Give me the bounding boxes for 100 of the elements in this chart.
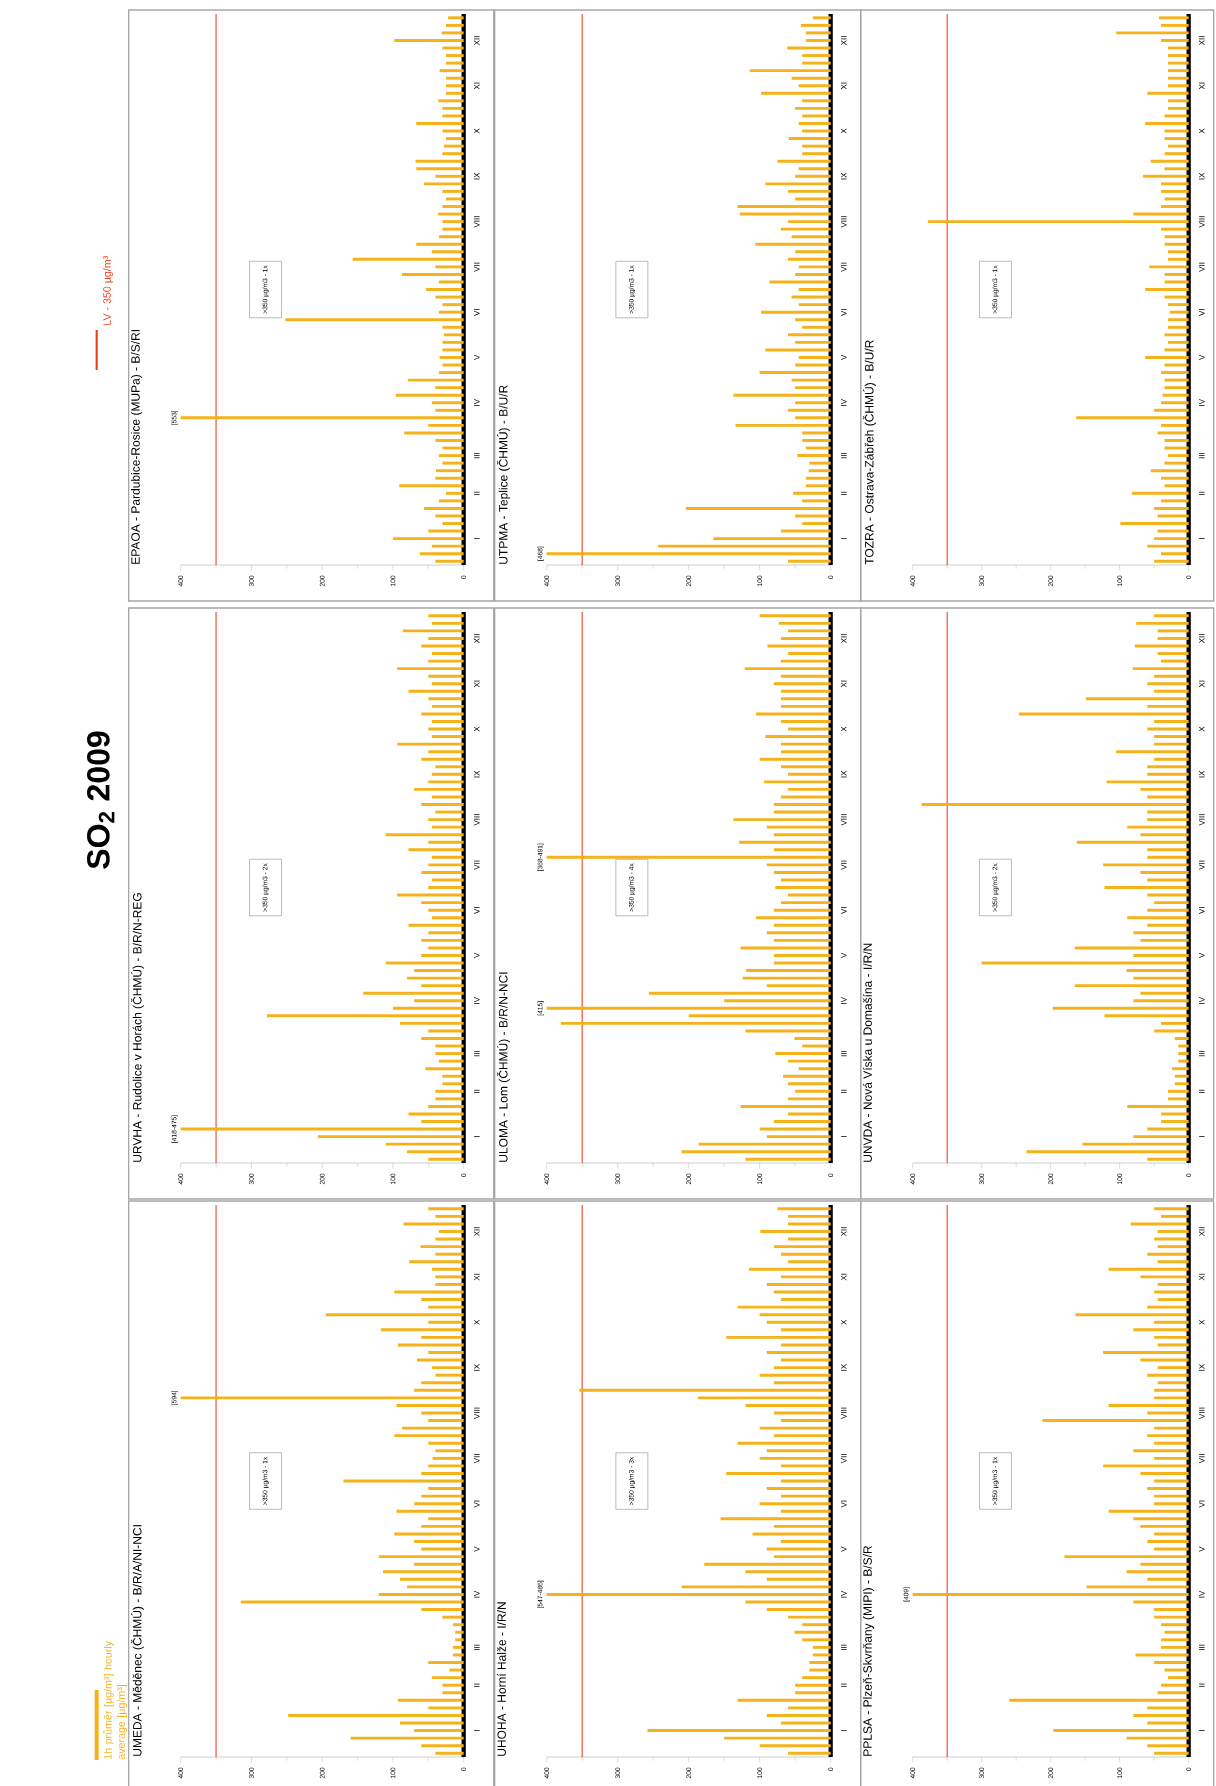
bar [781,674,831,678]
y-tick-label: XII [1199,1227,1205,1237]
bar [1161,1638,1189,1642]
bar [781,704,831,708]
bar [1150,469,1189,473]
bar [1154,559,1189,563]
bar [1064,1555,1189,1559]
bar [1147,765,1189,769]
bar [1086,697,1189,701]
bar [561,1021,831,1025]
bar [1168,250,1189,254]
y-tick-label: X [1199,128,1205,134]
y-tick-label: XI [841,680,847,688]
bar [781,1343,831,1347]
bar [435,439,464,442]
bar [766,1608,831,1612]
bar [1172,1067,1189,1071]
bar [759,1373,831,1377]
bar [1140,787,1189,791]
bar [180,416,464,420]
y-tick-label: VI [1199,1500,1205,1508]
bar [802,1638,831,1642]
bar [686,506,831,510]
bar [1164,378,1189,382]
bar [1053,1729,1189,1733]
bar [1157,514,1189,518]
bar [455,1630,464,1634]
bar [781,529,831,533]
bar [765,182,831,186]
bar [1147,1744,1189,1748]
y-tick-label: II [1199,491,1205,495]
bar [788,220,831,224]
bar [759,1426,831,1430]
y-tick-label: III [1199,452,1205,459]
bar [442,1615,464,1619]
bar [407,1585,464,1589]
bar [428,780,464,784]
bar [788,137,831,141]
bar [1157,1230,1189,1233]
bar [435,1089,464,1093]
bar [1154,1751,1189,1755]
bar [774,1120,831,1123]
bar [759,1127,831,1131]
bar [428,1517,464,1521]
bar [1164,439,1189,442]
bar [781,750,831,754]
bar [802,99,831,103]
bar [733,818,831,822]
bar [428,750,464,754]
bar [1154,1532,1189,1536]
y-tick-label: VII [841,262,847,272]
y-tick-label: VII [474,860,480,870]
bar [397,742,464,746]
bar [1164,242,1189,246]
bar [766,1487,831,1491]
bar [752,1532,831,1536]
bar [1116,31,1189,35]
bar [1132,667,1189,671]
bar [766,1282,831,1286]
y-tick-label: X [474,1319,480,1325]
bar [1145,288,1189,291]
bar [378,1555,464,1559]
bar [766,1547,831,1551]
bar [1147,1373,1189,1377]
bar [428,423,464,427]
bar [579,1388,831,1392]
bar [724,999,831,1003]
bar [744,667,831,671]
bar [421,901,464,905]
bar [797,454,831,458]
text: 1h průměr [µg/m³] hourly average [µg/m³] [103,1641,128,1760]
bar [432,704,464,708]
bar [428,614,464,618]
bar [435,765,464,769]
bar [726,1335,831,1339]
bar [1168,340,1189,344]
bar [1161,371,1189,375]
bar [795,1691,831,1695]
bar [798,355,831,359]
bar [1170,310,1189,314]
bar [1026,1150,1189,1154]
bar [1133,1328,1189,1332]
bar [766,931,831,935]
bar [774,908,831,912]
y-tick-label: III [841,1050,847,1057]
bar [1168,54,1189,58]
bar [761,91,831,95]
y-tick-label: III [841,1644,847,1650]
bar [737,1305,831,1309]
bar [1154,506,1189,510]
bar [1164,272,1189,276]
bar [432,795,464,799]
bar [1161,227,1189,231]
bar [1133,976,1189,980]
bar [435,174,464,178]
bar [350,1736,464,1740]
bar [1147,1577,1189,1581]
bar [781,795,831,799]
bar [1164,114,1189,118]
text: UMEDA - Měděnec (ČHMÚ) - B/R/A/NI-NCI [131,1525,145,1756]
